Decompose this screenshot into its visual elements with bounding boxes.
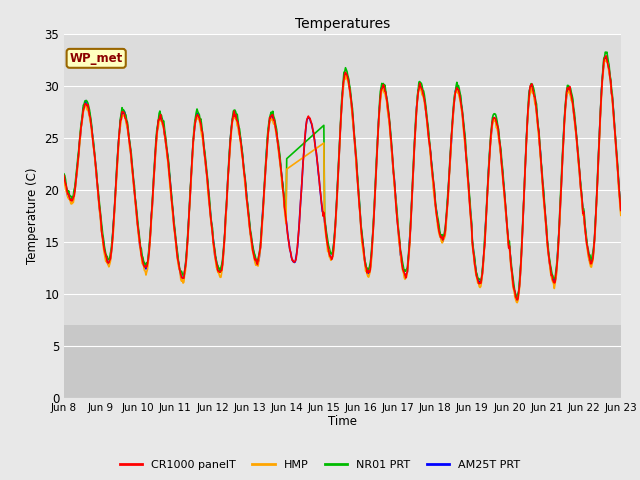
- Line: HMP: HMP: [64, 60, 621, 303]
- NR01 PRT: [60, 171, 68, 177]
- HMP: [182, 260, 190, 266]
- AM25T PRT: [206, 206, 214, 212]
- Line: CR1000 panelT: CR1000 panelT: [64, 56, 621, 300]
- NR01 PRT: [617, 204, 625, 209]
- AM25T PRT: [617, 209, 625, 215]
- AM25T PRT: [602, 54, 610, 60]
- CR1000 panelT: [602, 53, 610, 59]
- HMP: [602, 57, 609, 63]
- CR1000 panelT: [443, 209, 451, 215]
- Title: Temperatures: Temperatures: [295, 17, 390, 31]
- HMP: [334, 183, 342, 189]
- NR01 PRT: [182, 253, 190, 259]
- NR01 PRT: [388, 145, 396, 151]
- NR01 PRT: [513, 295, 521, 300]
- NR01 PRT: [443, 206, 451, 212]
- Text: WP_met: WP_met: [70, 52, 123, 65]
- HMP: [566, 94, 574, 99]
- NR01 PRT: [566, 85, 574, 91]
- CR1000 panelT: [182, 258, 190, 264]
- X-axis label: Time: Time: [328, 415, 357, 428]
- NR01 PRT: [602, 49, 609, 55]
- AM25T PRT: [334, 181, 342, 187]
- HMP: [388, 152, 396, 158]
- NR01 PRT: [334, 176, 342, 181]
- CR1000 panelT: [206, 210, 214, 216]
- Bar: [64, 34, 621, 325]
- CR1000 panelT: [617, 207, 625, 213]
- HMP: [617, 213, 625, 218]
- Line: NR01 PRT: NR01 PRT: [64, 52, 621, 298]
- CR1000 panelT: [388, 147, 396, 153]
- Line: AM25T PRT: AM25T PRT: [64, 57, 621, 300]
- HMP: [206, 211, 214, 216]
- Legend: CR1000 panelT, HMP, NR01 PRT, AM25T PRT: CR1000 panelT, HMP, NR01 PRT, AM25T PRT: [115, 456, 525, 474]
- AM25T PRT: [513, 297, 520, 303]
- CR1000 panelT: [334, 179, 342, 184]
- AM25T PRT: [443, 210, 451, 216]
- CR1000 panelT: [60, 173, 68, 179]
- HMP: [60, 176, 68, 182]
- AM25T PRT: [388, 150, 396, 156]
- AM25T PRT: [182, 256, 190, 262]
- CR1000 panelT: [566, 89, 574, 95]
- CR1000 panelT: [513, 297, 521, 303]
- Y-axis label: Temperature (C): Temperature (C): [26, 168, 38, 264]
- AM25T PRT: [566, 92, 574, 98]
- HMP: [513, 300, 521, 306]
- AM25T PRT: [60, 173, 68, 179]
- HMP: [443, 212, 451, 218]
- NR01 PRT: [206, 205, 214, 211]
